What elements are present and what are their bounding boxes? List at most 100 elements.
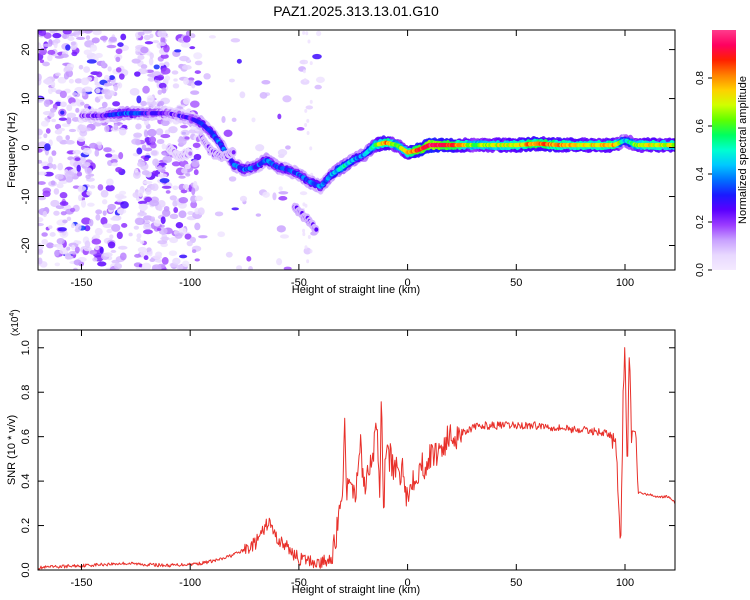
noise-blob [136, 95, 142, 104]
noise-blob [162, 209, 171, 217]
noise-blob [154, 259, 163, 263]
spectrogram-y-tick-label: -20 [20, 238, 32, 254]
noise-blob [182, 184, 190, 190]
noise-blob [38, 148, 43, 153]
snr-x-tick-label: 50 [510, 577, 522, 589]
noise-blob [184, 233, 192, 240]
spectrogram-ridge [77, 105, 675, 195]
noise-blob [141, 144, 147, 151]
snr-series-line [38, 347, 675, 570]
noise-blob [194, 60, 203, 66]
noise-blob [91, 238, 102, 245]
noise-blob [52, 163, 57, 170]
noise-blob [103, 82, 113, 87]
spectrogram-y-tick-label: 0 [20, 144, 32, 150]
noise-blob [157, 165, 163, 173]
noise-blob [146, 247, 152, 252]
noise-blob [278, 191, 289, 195]
noise-blob [48, 111, 55, 118]
noise-blob [110, 217, 119, 221]
noise-blob [77, 185, 87, 192]
noise-blob [185, 30, 191, 37]
colorbar-tick-label: 0.6 [695, 119, 706, 133]
noise-blob [133, 168, 139, 173]
noise-blob [119, 207, 124, 216]
noise-blob [182, 35, 191, 43]
noise-blob [140, 100, 148, 107]
noise-blob [106, 228, 113, 234]
noise-blob [86, 190, 93, 196]
snr-x-tick-label: 100 [616, 577, 634, 589]
snr-y-tick-label: 0.0 [20, 562, 32, 577]
noise-blob [116, 82, 123, 89]
noise-blob [108, 75, 115, 81]
noise-blob [193, 52, 203, 60]
noise-blob [306, 118, 310, 123]
noise-blob [255, 144, 265, 152]
noise-blob [160, 36, 166, 44]
noise-blob [189, 33, 196, 39]
noise-blob [183, 77, 189, 85]
noise-blob [47, 49, 56, 55]
noise-blob [160, 53, 169, 59]
noise-blob [160, 236, 170, 241]
noise-blob [137, 161, 146, 168]
colorbar-tick-label: 0.0 [695, 263, 706, 277]
noise-blob [101, 199, 108, 205]
noise-blob [309, 249, 313, 254]
noise-blob [178, 197, 189, 204]
noise-blob [42, 210, 48, 218]
noise-blob [41, 232, 48, 237]
snr-x-tick-label: 0 [405, 577, 411, 589]
colorbar-ticks: 0.0 0.2 0.4 0.6 0.8 [695, 71, 712, 277]
noise-blob [78, 194, 83, 202]
noise-blob [178, 210, 187, 219]
noise-blob [66, 116, 72, 125]
noise-blob [162, 155, 173, 164]
noise-blob [248, 265, 253, 270]
noise-blob [103, 147, 112, 153]
noise-blob [171, 161, 181, 167]
noise-blob [168, 250, 178, 257]
noise-blob [306, 259, 310, 264]
noise-blob [113, 123, 119, 131]
noise-blob [65, 44, 71, 51]
noise-blob [83, 246, 92, 252]
noise-blob [82, 162, 91, 167]
noise-blob [91, 37, 100, 44]
noise-blob [56, 183, 64, 189]
noise-blob [203, 73, 211, 80]
noise-blob [132, 171, 141, 179]
noise-blob [38, 171, 47, 176]
noise-blob [120, 33, 127, 41]
noise-blob [159, 62, 165, 66]
noise-blob [69, 207, 76, 213]
noise-blob [134, 253, 142, 258]
noise-blob [285, 145, 291, 150]
noise-blob [152, 170, 157, 175]
noise-blob [304, 108, 308, 113]
noise-blob [137, 31, 145, 36]
noise-blob [144, 41, 154, 45]
noise-blob [59, 201, 69, 206]
noise-blob [116, 231, 123, 240]
noise-blob [94, 149, 100, 157]
noise-blob [160, 67, 171, 75]
noise-blob [44, 117, 49, 121]
noise-blob [74, 157, 81, 162]
noise-blob [62, 30, 72, 35]
noise-blob [160, 216, 166, 225]
noise-blob [72, 267, 78, 270]
noise-blob [172, 185, 179, 191]
noise-blob [190, 201, 198, 209]
noise-blob [56, 135, 63, 142]
noise-blob [151, 183, 159, 191]
noise-blob [149, 136, 157, 144]
noise-blob [198, 235, 208, 239]
noise-blob [54, 123, 62, 130]
noise-blob [208, 35, 216, 39]
noise-blob [92, 257, 98, 262]
noise-blob [121, 223, 128, 228]
spectrogram-y-tick-label: -10 [20, 189, 32, 205]
